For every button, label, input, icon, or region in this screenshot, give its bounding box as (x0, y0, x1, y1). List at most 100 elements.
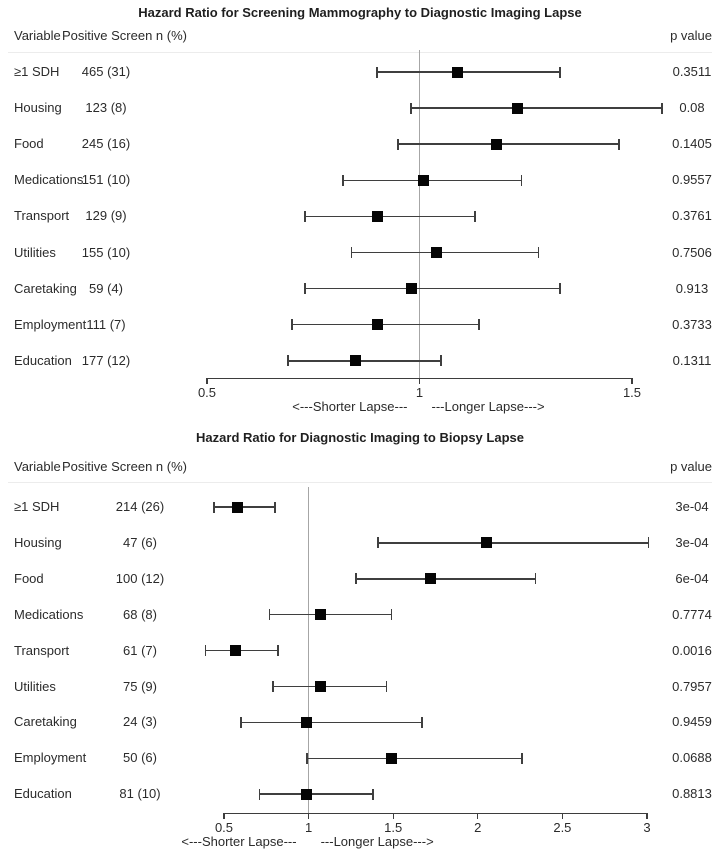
ci-lower-cap (303, 210, 306, 222)
panel1-header-variable: Variable (14, 28, 61, 43)
row-variable-label: Caretaking (14, 714, 77, 730)
confidence-interval-line (351, 251, 539, 254)
ci-lower-cap (204, 645, 207, 657)
ci-upper-cap (385, 681, 388, 692)
x-axis-tick (646, 813, 648, 819)
ci-lower-cap (410, 102, 412, 114)
confidence-interval-line (287, 360, 441, 362)
row-n-value: 111 (7) (86, 316, 126, 332)
row-p-value: 0.1311 (672, 352, 712, 368)
confidence-interval-line (306, 757, 522, 760)
x-axis-tick-label: 2 (474, 820, 482, 835)
ci-upper-cap (478, 319, 480, 331)
row-n-value: 245 (16) (81, 136, 131, 152)
hazard-ratio-marker (386, 752, 397, 764)
confidence-interval-line (213, 506, 275, 508)
row-p-value: 0.913 (675, 280, 709, 296)
hazard-ratio-marker (314, 681, 326, 692)
row-variable-label: ≥1 SDH (14, 64, 60, 79)
ci-lower-cap (377, 537, 379, 549)
ci-lower-cap (258, 788, 261, 800)
ci-upper-cap (520, 174, 523, 186)
hazard-ratio-marker (350, 355, 362, 367)
row-variable-label: Food (14, 570, 44, 586)
row-p-value: 0.0016 (672, 642, 712, 658)
panel1-header-divider (8, 52, 712, 53)
row-n-value: 151 (10) (81, 172, 131, 188)
row-variable-label: Housing (14, 534, 62, 550)
hazard-ratio-marker (230, 645, 242, 657)
confidence-interval-line (377, 542, 649, 544)
row-n-value: 214 (26) (115, 499, 165, 514)
hazard-ratio-marker (371, 210, 383, 222)
confidence-interval-line (355, 578, 536, 580)
ci-lower-cap (268, 609, 271, 621)
ci-upper-cap (273, 501, 276, 513)
confidence-interval-line (411, 107, 662, 109)
confidence-interval-line (240, 721, 422, 724)
hazard-ratio-marker (232, 501, 244, 513)
ci-lower-cap (291, 319, 293, 331)
x-axis-tick (418, 378, 421, 384)
x-axis-tick (206, 378, 208, 384)
row-n-value: 100 (12) (115, 570, 165, 586)
row-p-value: 0.3761 (672, 208, 712, 224)
ci-lower-cap (213, 501, 215, 513)
hazard-ratio-marker (418, 174, 430, 186)
hazard-ratio-marker (452, 66, 464, 78)
confidence-interval-line (205, 649, 279, 652)
ci-upper-cap (520, 752, 523, 764)
row-n-value: 50 (6) (123, 750, 157, 766)
row-variable-label: Housing (14, 100, 62, 116)
row-p-value: 6e-04 (675, 570, 709, 586)
x-axis-tick-label: 1 (304, 820, 313, 835)
row-variable-label: Medications (14, 606, 84, 622)
confidence-interval-line (304, 215, 475, 218)
ci-lower-cap (342, 174, 344, 186)
ci-lower-cap (355, 573, 357, 585)
row-variable-label: Education (14, 786, 72, 802)
row-p-value: 0.9557 (672, 172, 712, 188)
ci-upper-cap (390, 609, 393, 621)
ci-upper-cap (558, 283, 561, 295)
hazard-ratio-marker (511, 102, 523, 114)
x-axis-tick-label: 2.5 (553, 820, 572, 835)
row-n-value: 59 (4) (89, 280, 123, 296)
confidence-interval-line (304, 287, 560, 290)
row-p-value: 0.8813 (672, 786, 712, 802)
row-n-value: 61 (7) (123, 642, 157, 658)
confidence-interval-line (259, 793, 373, 795)
confidence-interval-line (343, 179, 522, 182)
panel1-header-pvalue: p value (670, 28, 712, 43)
hazard-ratio-marker (424, 573, 436, 585)
hazard-ratio-marker (371, 319, 383, 331)
ci-lower-cap (350, 247, 353, 258)
hazard-ratio-marker (301, 716, 313, 728)
confidence-interval-line (273, 685, 387, 688)
row-variable-label: Transport (14, 642, 70, 658)
row-p-value: 0.08 (679, 100, 705, 116)
shorter-lapse-label: <---Shorter Lapse--- (181, 834, 297, 849)
ci-upper-cap (439, 355, 442, 367)
row-p-value: 0.7506 (672, 244, 712, 260)
ci-lower-cap (376, 66, 378, 78)
reference-line (308, 487, 310, 813)
panel2-title: Hazard Ratio for Diagnostic Imaging to B… (196, 430, 524, 445)
shorter-lapse-label: <---Shorter Lapse--- (292, 399, 408, 414)
hazard-ratio-marker (431, 247, 442, 258)
x-axis-line (224, 813, 647, 815)
row-n-value: 47 (6) (123, 534, 157, 550)
row-p-value: 0.3511 (672, 64, 712, 79)
x-axis-tick (307, 813, 310, 819)
hazard-ratio-marker (490, 138, 502, 150)
x-axis-tick-label: 3 (643, 820, 651, 835)
ci-lower-cap (240, 716, 242, 728)
x-axis-tick (561, 813, 564, 819)
ci-upper-cap (473, 210, 476, 222)
row-variable-label: Utilities (14, 244, 56, 260)
row-variable-label: Caretaking (14, 280, 77, 296)
row-variable-label: Transport (14, 208, 70, 224)
x-axis-tick (392, 813, 394, 819)
row-variable-label: Medications (14, 172, 84, 188)
